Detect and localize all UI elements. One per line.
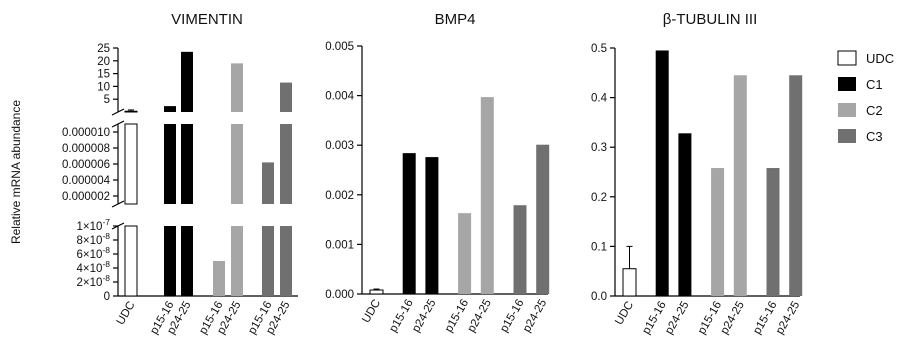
y-tick-label: 0.3 <box>591 142 607 154</box>
y-tick-label: 25 <box>97 43 110 55</box>
bar <box>789 75 803 296</box>
legend-label: UDC <box>866 51 894 66</box>
x-category-label: UDC <box>115 300 138 328</box>
bar <box>622 268 637 297</box>
axis-break-mark <box>111 120 125 128</box>
x-category-label: UDC <box>360 298 383 326</box>
bar <box>181 226 193 296</box>
legend-label: C1 <box>866 77 883 92</box>
legend-swatch <box>838 129 856 143</box>
chart-title: BMP4 <box>435 11 476 28</box>
y-tick-label: 0.002 <box>325 190 354 202</box>
bar <box>458 213 472 294</box>
y-tick-label: 0.000006 <box>62 159 110 171</box>
bar <box>164 226 176 296</box>
y-tick-label: 5 <box>104 94 110 106</box>
bar <box>480 97 494 294</box>
y-tick-label: 6×10-8 <box>77 245 111 261</box>
legend-swatch <box>837 50 857 66</box>
bar <box>733 75 747 296</box>
y-tick-label: 0.003 <box>325 140 354 152</box>
legend-label: C3 <box>866 129 883 144</box>
bar <box>402 153 416 294</box>
bar <box>124 225 138 297</box>
y-tick-label: 0.2 <box>591 192 607 204</box>
y-tick-label: 1×10-7 <box>77 217 111 233</box>
y-axis-label: Relative mRNA abundance <box>9 100 23 244</box>
bar <box>124 110 138 113</box>
axis-break-mark <box>111 108 125 116</box>
bar <box>711 168 725 296</box>
bar <box>262 162 274 204</box>
bar <box>513 205 527 294</box>
axis-break-mark <box>111 200 125 208</box>
bar <box>231 226 243 296</box>
legend-swatch <box>838 103 856 117</box>
y-tick-label: 0.000002 <box>62 191 110 203</box>
y-tick-label: 15 <box>97 69 110 81</box>
bar <box>766 168 780 296</box>
bar <box>536 144 550 294</box>
y-tick-label: 0.000 <box>325 289 354 301</box>
bar <box>164 106 176 112</box>
bar <box>280 226 292 296</box>
legend-label: C2 <box>866 103 883 118</box>
y-tick-label: 0.4 <box>591 93 608 105</box>
y-tick-label: 20 <box>97 56 110 68</box>
chart-title: VIMENTIN <box>171 11 243 28</box>
y-tick-label: 0 <box>104 291 110 303</box>
legend: UDC C1 C2 C3 <box>837 50 894 144</box>
chart-panel-0: VIMENTIN 0 2×10-84×10-86×10-88×10-81×10-7 0… <box>62 11 298 337</box>
y-tick-label: 8×10-8 <box>77 231 111 247</box>
y-tick-label: 0.004 <box>325 91 354 103</box>
bar <box>425 157 439 294</box>
bar <box>231 124 243 204</box>
x-category-label: UDC <box>613 300 636 328</box>
bar <box>262 226 274 296</box>
bar <box>181 124 193 204</box>
legend-swatch <box>838 77 856 91</box>
y-tick-label: 0.000004 <box>62 175 111 187</box>
bar <box>213 261 225 296</box>
bar <box>280 124 292 204</box>
chart-title: β-TUBULIN III <box>663 11 757 28</box>
y-tick-label: 2×10-8 <box>77 273 111 289</box>
y-tick-label: 4×10-8 <box>77 259 111 275</box>
y-tick-label: 0.0 <box>591 291 607 303</box>
y-tick-label: 10 <box>97 81 110 93</box>
y-tick-label: 0.000010 <box>62 127 110 139</box>
bar <box>124 123 138 205</box>
y-tick-label: 0.1 <box>591 241 607 253</box>
bar <box>231 63 243 112</box>
y-tick-label: 0.001 <box>325 239 354 251</box>
bar <box>678 133 692 296</box>
y-tick-label: 0.005 <box>325 41 354 53</box>
bar <box>369 289 384 295</box>
bar <box>655 50 669 297</box>
y-tick-label: 0.000008 <box>62 143 110 155</box>
bar <box>280 82 292 112</box>
bar <box>181 51 193 112</box>
y-tick-label: 0.5 <box>591 43 607 55</box>
bar <box>164 124 176 204</box>
